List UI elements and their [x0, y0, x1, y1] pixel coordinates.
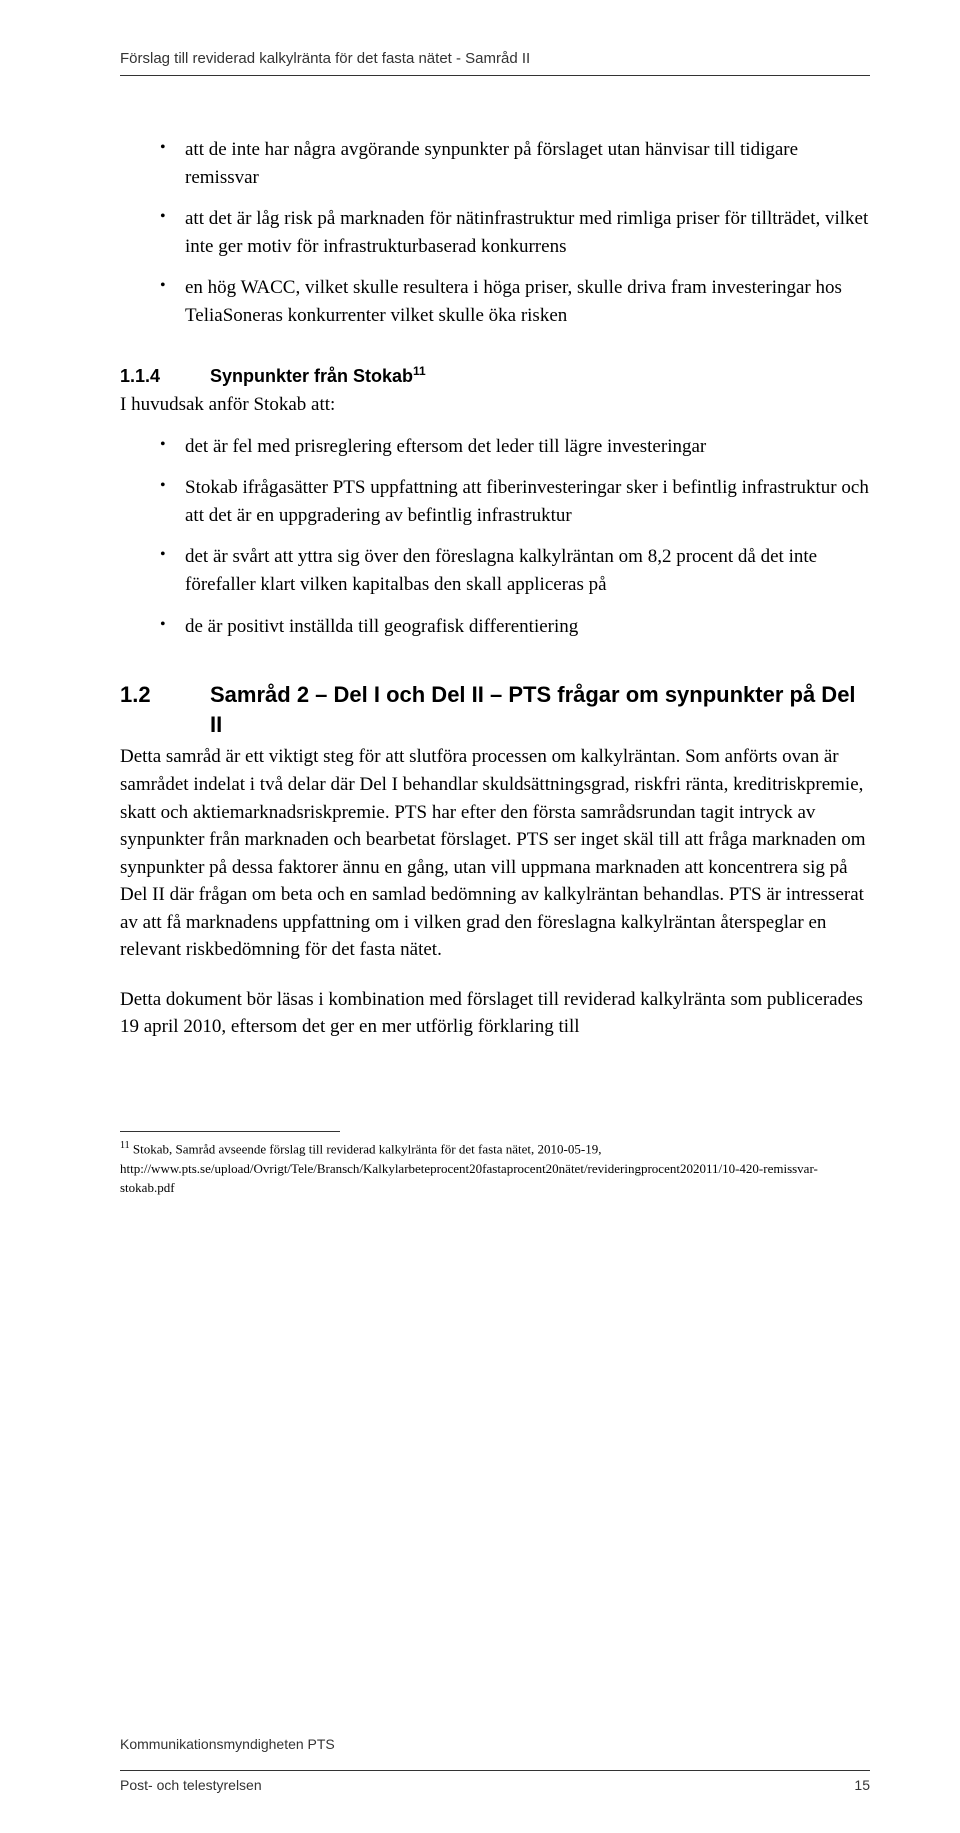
- page-header: Förslag till reviderad kalkylränta för d…: [120, 50, 870, 76]
- page-footer: Kommunikationsmyndigheten PTS Post- och …: [120, 1736, 870, 1793]
- bullet-list-1: att de inte har några avgörande synpunkt…: [120, 136, 870, 329]
- footnote-ref: 11: [413, 364, 426, 378]
- list-item: att de inte har några avgörande synpunkt…: [160, 136, 870, 191]
- list-item: de är positivt inställda till geografisk…: [160, 613, 870, 641]
- footer-org: Post- och telestyrelsen: [120, 1777, 262, 1793]
- subsection-number: 1.1.4: [120, 366, 210, 387]
- section-title: Samråd 2 – Del I och Del II – PTS frågar…: [210, 680, 865, 739]
- body-paragraph-2: Detta dokument bör läsas i kombination m…: [120, 986, 870, 1041]
- subsection-heading: 1.1.4Synpunkter från Stokab11: [120, 364, 870, 387]
- list-item: att det är låg risk på marknaden för nät…: [160, 205, 870, 260]
- page-number: 15: [854, 1777, 870, 1793]
- subsection-intro: I huvudsak anför Stokab att:: [120, 391, 870, 419]
- list-item: det är svårt att yttra sig över den före…: [160, 543, 870, 598]
- footnote-number: 11: [120, 1140, 130, 1151]
- list-item: Stokab ifrågasätter PTS uppfattning att …: [160, 474, 870, 529]
- footer-authority: Kommunikationsmyndigheten PTS: [120, 1736, 870, 1770]
- bullet-list-2: det är fel med prisreglering eftersom de…: [120, 433, 870, 640]
- body-paragraph-1: Detta samråd är ett viktigt steg för att…: [120, 743, 870, 963]
- list-item: det är fel med prisreglering eftersom de…: [160, 433, 870, 461]
- footnote-separator: [120, 1131, 340, 1132]
- section-number: 1.2: [120, 680, 210, 710]
- footnote-text: Stokab, Samråd avseende förslag till rev…: [120, 1141, 818, 1195]
- footer-bottom: Post- och telestyrelsen 15: [120, 1770, 870, 1793]
- footnote: 11 Stokab, Samråd avseende förslag till …: [120, 1138, 870, 1198]
- list-item: en hög WACC, vilket skulle resultera i h…: [160, 274, 870, 329]
- section-heading: 1.2Samråd 2 – Del I och Del II – PTS frå…: [120, 680, 870, 739]
- subsection-title: Synpunkter från Stokab: [210, 366, 413, 386]
